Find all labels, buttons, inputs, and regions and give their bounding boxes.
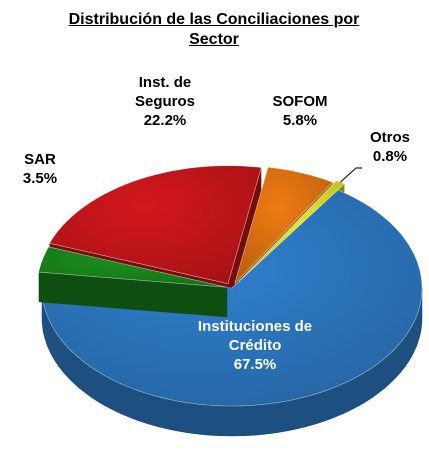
slice-label: SOFOM 5.8% <box>260 92 340 130</box>
value-label: 0.8% <box>372 148 408 165</box>
slice-top <box>49 165 262 285</box>
slice-top <box>41 189 423 407</box>
category-label: SAR <box>24 151 56 168</box>
chart-title: Distribución de las Conciliaciones por S… <box>68 11 360 48</box>
leader-line <box>340 167 362 183</box>
slice <box>38 246 228 318</box>
slice-label: Inst. de Seguros 22.2% <box>120 73 210 130</box>
slice-label: Otros 0.8% <box>355 128 425 166</box>
slice-label: SAR 3.5% <box>10 150 70 188</box>
value-label: 5.8% <box>282 112 318 129</box>
value-label: 67.5% <box>233 356 277 373</box>
slice-label: Instituciones de Crédito 67.5% <box>190 317 320 374</box>
value-label: 3.5% <box>22 170 58 187</box>
value-label: 22.2% <box>143 112 187 129</box>
category-label: Otros <box>369 129 410 146</box>
category-label: SOFOM <box>272 93 328 110</box>
slice-top <box>234 166 334 284</box>
category-label: Instituciones de Crédito <box>197 318 313 354</box>
slice-top <box>38 246 228 288</box>
category-label: Inst. de Seguros <box>134 74 195 110</box>
